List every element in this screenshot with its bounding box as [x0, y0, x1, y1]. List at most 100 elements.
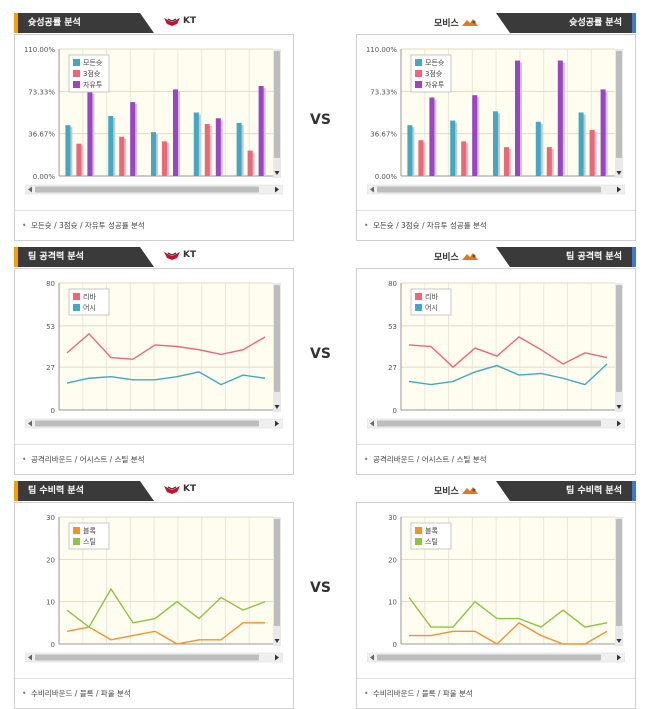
team-name: KT — [183, 484, 197, 494]
scroll-down-arrow-icon[interactable] — [274, 171, 280, 175]
scroll-left-arrow-icon[interactable] — [370, 420, 374, 427]
scroll-right-arrow-icon[interactable] — [275, 420, 279, 427]
team-badge-kt: KT — [164, 250, 196, 260]
y-tick-label: 80 — [46, 280, 55, 288]
bar — [472, 95, 478, 176]
y-tick-label: 36.67% — [28, 131, 55, 139]
series-line — [66, 371, 266, 386]
scroll-right-arrow-icon[interactable] — [275, 186, 279, 193]
legend-swatch — [415, 304, 422, 311]
bar — [493, 111, 498, 176]
bar — [429, 97, 435, 176]
horizontal-scroll-thumb[interactable] — [377, 420, 601, 427]
legend-label: 자유투 — [83, 80, 103, 89]
bar — [119, 136, 125, 176]
horizontal-scroll-thumb[interactable] — [35, 186, 259, 193]
y-tick-label: 30 — [388, 514, 397, 522]
series-line — [66, 622, 265, 645]
vertical-scroll-thumb[interactable] — [274, 51, 280, 158]
bar — [204, 124, 210, 176]
scroll-left-arrow-icon[interactable] — [370, 186, 374, 193]
legend-label: 리바 — [425, 292, 438, 301]
y-tick-label: 0 — [51, 407, 55, 415]
kt-logo-icon — [164, 252, 180, 260]
mobis-logo-icon — [461, 486, 478, 494]
y-tick-label: 10 — [46, 599, 55, 607]
scroll-left-arrow-icon[interactable] — [370, 654, 374, 661]
vertical-scroll-thumb[interactable] — [616, 519, 622, 626]
scroll-down-arrow-icon[interactable] — [616, 405, 622, 409]
legend-label: 어시 — [83, 303, 96, 312]
scroll-down-arrow-icon[interactable] — [274, 639, 280, 643]
legend-label: 어시 — [425, 303, 438, 312]
series-line — [409, 621, 608, 645]
bar — [173, 89, 178, 176]
vertical-scroll-thumb[interactable] — [274, 285, 280, 392]
y-tick-label: 27 — [46, 364, 55, 372]
chart-container: 0 10 20 30 블록 스틸 — [366, 509, 626, 664]
chart-footer: 공격리바운드 / 어시스트 / 스틸 분석 — [357, 444, 635, 475]
legend-label: 블록 — [83, 526, 96, 535]
horizontal-scroll-thumb[interactable] — [35, 420, 259, 427]
chart-container: 0 10 20 30 블록 스틸 — [24, 509, 284, 664]
legend-swatch — [73, 527, 80, 534]
y-tick-label: 0 — [51, 641, 55, 649]
bar — [236, 122, 242, 176]
vs-label: VS — [310, 346, 331, 362]
y-tick-label: 53 — [46, 323, 55, 331]
legend-label: 3점슛 — [425, 70, 443, 78]
horizontal-scroll-thumb[interactable] — [377, 186, 601, 193]
vertical-scroll-thumb[interactable] — [274, 519, 280, 626]
team-badge-mobis: 모비스 — [434, 484, 478, 497]
legend-swatch — [415, 59, 422, 66]
kt-logo-icon — [164, 18, 180, 26]
bar — [535, 121, 541, 176]
bar — [193, 112, 199, 176]
scroll-right-arrow-icon[interactable] — [617, 186, 621, 193]
scroll-down-arrow-icon[interactable] — [274, 405, 280, 409]
bar — [461, 141, 467, 176]
y-tick-label: 73.33% — [28, 88, 55, 96]
bar — [450, 120, 456, 176]
series-line — [408, 597, 608, 628]
scroll-down-arrow-icon[interactable] — [616, 639, 622, 643]
legend-label: 리바 — [83, 292, 96, 301]
series-line — [66, 332, 266, 360]
scroll-right-arrow-icon[interactable] — [617, 420, 621, 427]
scroll-left-arrow-icon[interactable] — [28, 420, 32, 427]
team-name: 모비스 — [434, 487, 459, 497]
chart-footer: 수비리바운드 / 블록 / 파울 분석 — [15, 678, 293, 709]
scroll-right-arrow-icon[interactable] — [275, 654, 279, 661]
legend-swatch — [73, 59, 80, 66]
team-name: KT — [183, 16, 197, 26]
bar — [247, 150, 253, 176]
chart-container: 0.00% 36.67% 73.33% 110.00% 모든슛 3점슛 자유투 — [24, 41, 284, 196]
scroll-down-arrow-icon[interactable] — [616, 171, 622, 175]
legend-swatch — [415, 293, 422, 300]
scroll-left-arrow-icon[interactable] — [28, 654, 32, 661]
horizontal-scroll-thumb[interactable] — [35, 654, 259, 661]
legend-label: 모든슛 — [83, 59, 103, 67]
scroll-left-arrow-icon[interactable] — [28, 186, 32, 193]
vs-label: VS — [310, 112, 331, 128]
team-name: KT — [183, 250, 197, 260]
legend-label: 모든슛 — [425, 59, 445, 67]
scroll-right-arrow-icon[interactable] — [617, 654, 621, 661]
legend-label: 스틸 — [83, 538, 96, 546]
section-title: 슛성공률 분석 — [14, 13, 154, 33]
vertical-scroll-thumb[interactable] — [616, 285, 622, 392]
y-tick-label: 30 — [46, 514, 55, 522]
kt-shooting-panel: 슛성공률 분석 KT 0.00% 36.67% 73.33% 110.00% 모든슛 3점… — [14, 12, 294, 241]
section-title: 슛성공률 분석 — [496, 13, 636, 33]
mobis-logo-icon — [461, 18, 478, 26]
horizontal-scroll-thumb[interactable] — [377, 654, 601, 661]
vertical-scroll-thumb[interactable] — [616, 51, 622, 158]
